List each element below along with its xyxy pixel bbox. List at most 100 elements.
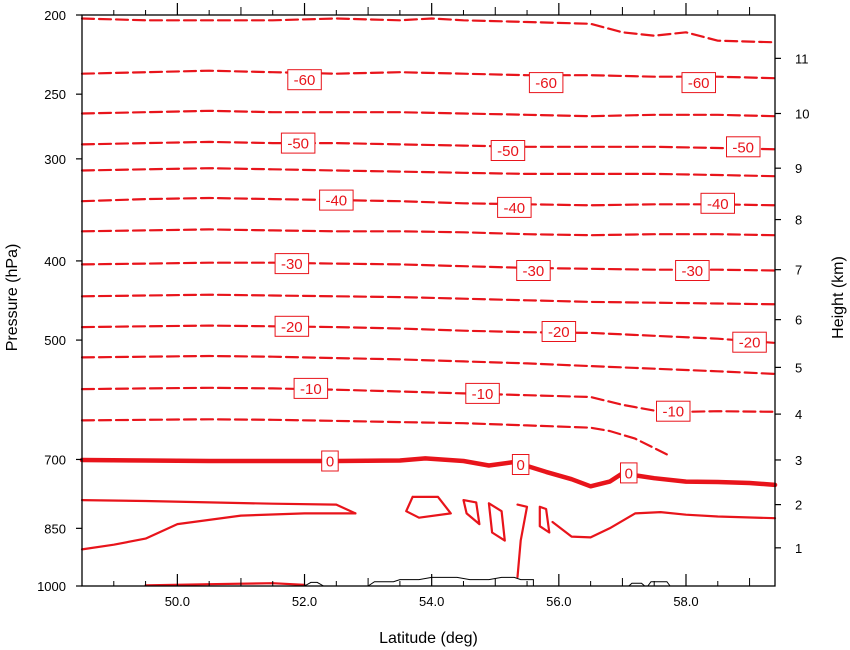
y2-tick-label-7: 8 — [795, 213, 802, 228]
contour-label-1: -60 — [528, 72, 564, 94]
contour-label-text: -20 — [281, 319, 303, 336]
contour-line-5-17 — [405, 495, 452, 519]
contour-label-text: -30 — [523, 263, 545, 280]
contour-line-0-13 — [79, 456, 778, 489]
contour-label-18: 0 — [321, 450, 339, 472]
contour-label-text: -10 — [472, 386, 494, 403]
contour-label-3: -50 — [280, 132, 316, 154]
contour-label-13: -20 — [541, 321, 577, 342]
contour-label-box — [287, 69, 322, 91]
contour-label-box — [732, 331, 767, 353]
contour-line-5-15 — [80, 512, 357, 551]
y2-tick-label-6: 7 — [795, 263, 802, 278]
contour-label-10: -30 — [516, 260, 551, 281]
contour-line-m20-9 — [80, 324, 777, 344]
x-tick-label-2: 54.0 — [419, 594, 444, 609]
contour-line-m40-5 — [80, 196, 777, 207]
y-tick-label-1: 250 — [44, 87, 66, 102]
y2-axis-title: Height (km) — [830, 256, 847, 339]
contour-label-11: -30 — [675, 260, 710, 281]
contour-label-17: -10 — [656, 400, 691, 422]
contour-label-4: -50 — [490, 140, 526, 161]
contour-label-box — [280, 132, 316, 154]
contour-line-5-18 — [462, 499, 481, 526]
terrain-outline — [304, 576, 671, 587]
contour-label-box — [490, 140, 526, 161]
contour-line-m35-6 — [80, 228, 777, 237]
contour-label-text: -60 — [688, 75, 710, 92]
contour-label-box — [681, 72, 716, 94]
contour-label-5: -50 — [726, 136, 761, 158]
contour-line-5-19 — [487, 502, 506, 542]
y-tick-label-5: 700 — [44, 452, 66, 467]
contour-line-5-20 — [516, 503, 529, 579]
contour-label-12: -20 — [274, 315, 310, 337]
contour-label-box — [516, 260, 551, 281]
contour-label-box — [465, 382, 500, 404]
contour-line-m25-8 — [80, 293, 777, 306]
x-tick-label-4: 58.0 — [673, 594, 698, 609]
contour-label-box — [497, 196, 532, 218]
terrain-segment-1 — [367, 576, 534, 587]
contour-label-box — [541, 321, 577, 342]
contour-label-20: 0 — [620, 462, 638, 484]
contour-label-box — [321, 450, 339, 472]
contour-label-box — [274, 315, 310, 337]
contour-line-10-22 — [144, 582, 306, 587]
contour-label-text: -20 — [739, 335, 761, 352]
x-tick-label-0: 50.0 — [165, 594, 190, 609]
contour-line-m55-2 — [80, 109, 777, 118]
x-axis-title: Latitude (deg) — [379, 630, 478, 647]
y-tick-label-3: 400 — [44, 254, 66, 269]
contour-line-5-14 — [80, 499, 357, 515]
contour-line-m60-1 — [80, 69, 777, 80]
y-tick-label-2: 300 — [44, 152, 66, 167]
contour-label-text: -50 — [287, 136, 309, 153]
contour-label-text: -40 — [503, 200, 525, 217]
y-tick-label-7: 1000 — [37, 579, 66, 594]
contour-label-box — [274, 253, 310, 275]
contour-label-text: -30 — [281, 256, 303, 273]
y-tick-label-0: 200 — [44, 8, 66, 23]
contour-label-6: -40 — [319, 189, 354, 211]
x-tick-label-3: 56.0 — [546, 594, 571, 609]
y2-tick-label-8: 9 — [795, 161, 802, 176]
contour-label-box — [511, 454, 530, 475]
y2-tick-label-10: 11 — [795, 51, 809, 66]
contour-label-box — [700, 192, 735, 214]
y2-tick-label-1: 2 — [795, 498, 802, 513]
axis-ticks: 50.0 52.0 54.0 56.0 58.020025030040050070085… — [37, 3, 809, 609]
contour-label-text: -50 — [497, 143, 519, 160]
contour-line-m50-3 — [80, 140, 777, 151]
contour-line-m45-4 — [80, 167, 777, 178]
terrain-segment-0 — [304, 581, 324, 587]
contour-label-7: -40 — [497, 196, 532, 218]
contour-label-box — [319, 189, 354, 211]
contour-label-text: -60 — [294, 72, 316, 89]
y2-tick-label-5: 6 — [795, 313, 802, 328]
contour-label-text: -10 — [662, 404, 684, 421]
y2-tick-label-3: 4 — [795, 407, 802, 422]
contour-label-box — [656, 400, 691, 422]
contour-label-0: -60 — [287, 69, 322, 91]
contour-line-5-21 — [538, 505, 551, 534]
contour-line-m30-7 — [80, 261, 777, 272]
y2-tick-label-0: 1 — [795, 541, 802, 556]
contour-line-m5-12 — [80, 418, 668, 456]
contour-label-text: -50 — [732, 139, 754, 156]
contour-lines — [79, 17, 778, 587]
y-axis-title: Pressure (hPa) — [4, 244, 21, 352]
contour-line-m15-10 — [80, 354, 777, 375]
y2-tick-label-4: 5 — [795, 360, 802, 375]
contour-label-16: -10 — [465, 382, 500, 404]
contour-label-text: -40 — [325, 193, 347, 210]
contour-label-15: -10 — [293, 377, 329, 399]
contour-label-text: -30 — [681, 263, 703, 280]
contour-label-14: -20 — [732, 331, 767, 353]
plot-frame — [81, 14, 776, 587]
contour-label-box — [620, 462, 638, 484]
contour-label-2: -60 — [681, 72, 716, 94]
y-tick-label-6: 850 — [44, 521, 66, 536]
y-tick-label-4: 500 — [44, 333, 66, 348]
